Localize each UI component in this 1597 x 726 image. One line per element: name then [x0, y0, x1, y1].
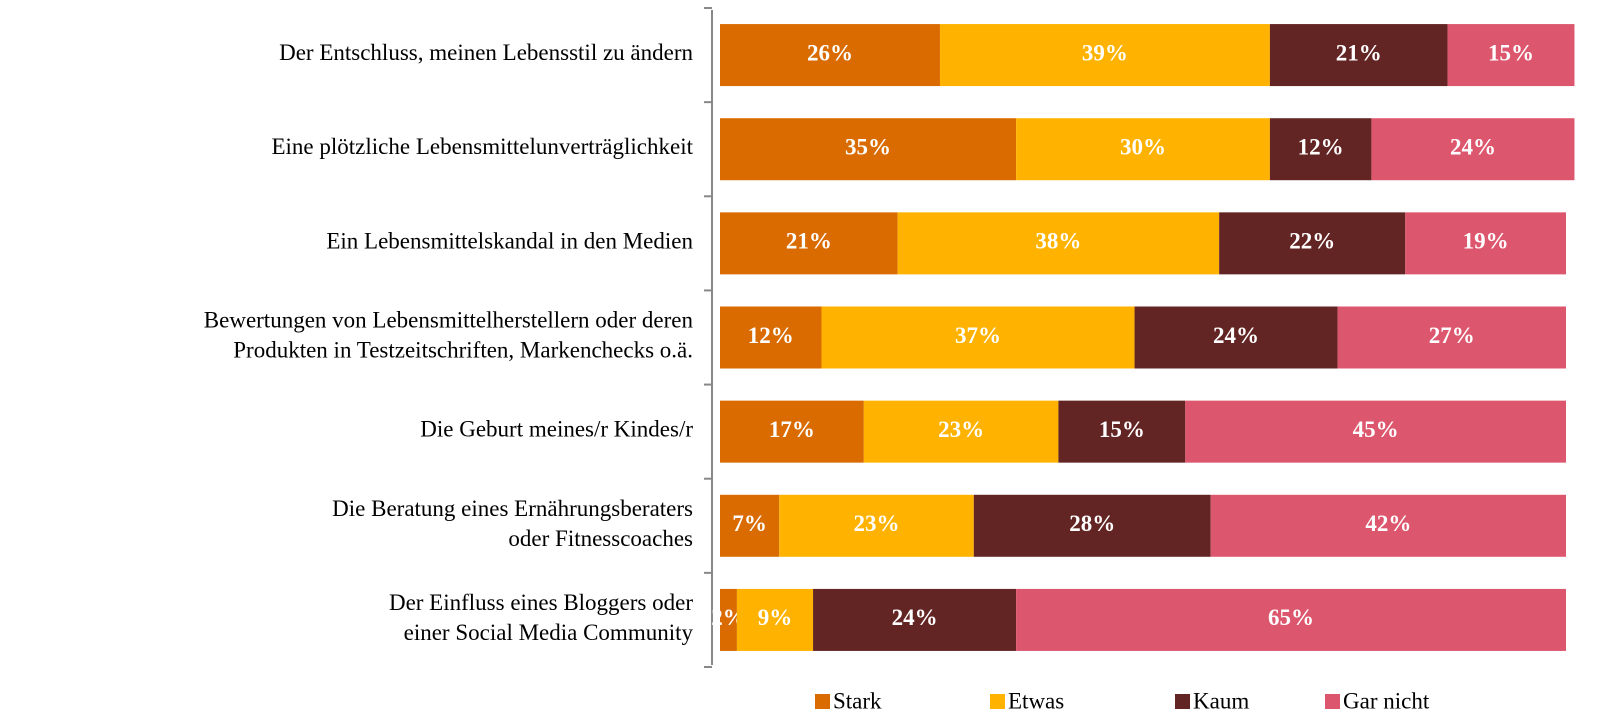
value-label: 12% [748, 323, 794, 348]
value-label: 35% [845, 134, 891, 159]
category-label-line: Der Entschluss, meinen Lebensstil zu änd… [279, 40, 693, 65]
category-label-line: Produkten in Testzeitschriften, Markench… [233, 338, 693, 363]
value-label: 17% [769, 417, 815, 442]
value-label: 7% [732, 511, 767, 536]
legend-label: Kaum [1193, 688, 1249, 713]
category-label: Ein Lebensmittelskandal in den Medien [326, 229, 693, 254]
bar-segment [1016, 118, 1270, 181]
bar-segment [720, 118, 1017, 181]
category-label-line: Eine plötzliche Lebensmittelunverträglic… [271, 134, 693, 159]
category-label: Der Entschluss, meinen Lebensstil zu änd… [279, 40, 693, 65]
bar-segment [1447, 24, 1575, 87]
value-label: 30% [1120, 134, 1166, 159]
bar-segment [1058, 400, 1186, 463]
category-label: Eine plötzliche Lebensmittelunverträglic… [271, 134, 693, 159]
legend-label: Stark [833, 688, 882, 713]
value-label: 22% [1289, 229, 1335, 254]
category-label: Die Beratung eines Ernährungsberaters ode… [332, 496, 693, 551]
bar-segment [821, 306, 1135, 369]
value-label: 9% [758, 605, 793, 630]
value-label: 21% [1336, 40, 1382, 65]
bar-segment [779, 494, 974, 557]
bar-segment [736, 588, 814, 651]
category-label-line: Der Einfluss eines Bloggers oder [389, 590, 693, 615]
value-label: 37% [955, 323, 1001, 348]
bar-segment [813, 588, 1017, 651]
bar-segment [720, 306, 822, 369]
bar-segment [1185, 400, 1566, 463]
bar-segment [720, 24, 940, 87]
bar-segment [897, 212, 1220, 275]
value-label: 15% [1099, 417, 1145, 442]
value-label: 45% [1353, 417, 1399, 442]
category-label: Die Geburt meines/r Kindes/r [420, 417, 693, 442]
value-label: 12% [1298, 134, 1344, 159]
value-label: 24% [1450, 134, 1496, 159]
value-label: 15% [1488, 40, 1534, 65]
value-label: 23% [938, 417, 984, 442]
bar-segment [720, 588, 737, 651]
value-label: 65% [1268, 605, 1314, 630]
legend-swatch [1175, 694, 1190, 709]
bar-segment [720, 494, 780, 557]
bar-segment [1016, 588, 1566, 651]
bar-segment [1269, 24, 1448, 87]
value-label: 38% [1035, 229, 1081, 254]
category-label: Bewertungen von Lebensmittelherstellern … [204, 308, 694, 363]
bar-segment [1210, 494, 1566, 557]
category-label-line: Die Geburt meines/r Kindes/r [420, 417, 693, 442]
legend-swatch [990, 694, 1005, 709]
legend-label: Gar nicht [1343, 688, 1430, 713]
value-label: 24% [892, 605, 938, 630]
legend-swatch [815, 694, 830, 709]
value-label: 26% [807, 40, 853, 65]
value-label: 21% [786, 229, 832, 254]
value-label: 23% [854, 511, 900, 536]
bar-segment [1219, 212, 1406, 275]
value-label: 19% [1463, 229, 1509, 254]
bar-segment [720, 212, 898, 275]
category-label-line: Ein Lebensmittelskandal in den Medien [326, 229, 693, 254]
bar-segment [1371, 118, 1575, 181]
bar-segment [973, 494, 1211, 557]
category-label-line: einer Social Media Community [404, 620, 694, 645]
bar-segment [1134, 306, 1338, 369]
legend-label: Etwas [1008, 688, 1064, 713]
legend-swatch [1325, 694, 1340, 709]
bar-segment [1405, 212, 1566, 275]
category-label-line: Die Beratung eines Ernährungsberaters [332, 496, 693, 521]
category-label-line: oder Fitnesscoaches [508, 526, 693, 551]
value-label: 27% [1429, 323, 1475, 348]
bar-segment [1337, 306, 1566, 369]
value-label: 28% [1069, 511, 1115, 536]
category-label: Der Einfluss eines Bloggers oder einer So… [389, 590, 694, 645]
value-label: 42% [1365, 511, 1411, 536]
value-label: 39% [1082, 40, 1128, 65]
bar-segment [720, 400, 864, 463]
bar-segment [1269, 118, 1372, 181]
bar-segment [863, 400, 1059, 463]
category-label-line: Bewertungen von Lebensmittelherstellern … [204, 308, 694, 333]
value-label: 24% [1213, 323, 1259, 348]
bar-segment [939, 24, 1270, 87]
